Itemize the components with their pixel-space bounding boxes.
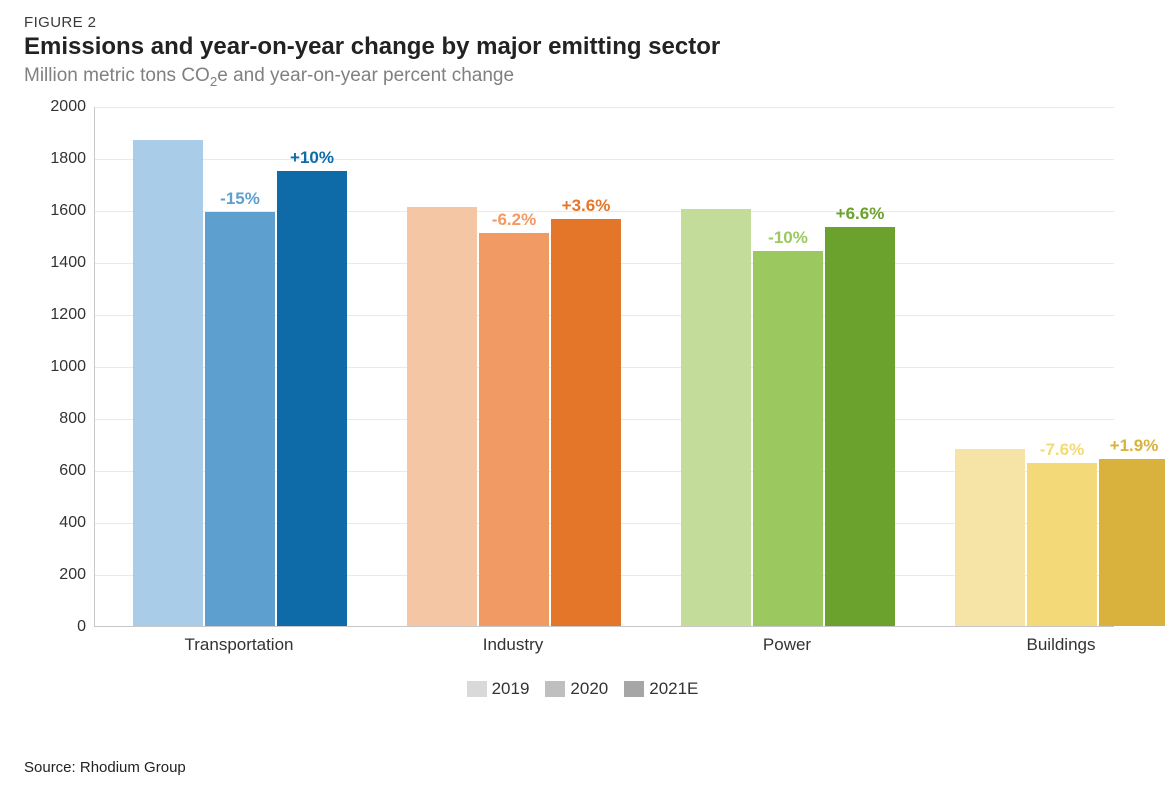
figure-2: FIGURE 2 Emissions and year-on-year chan… [0,0,1165,796]
bar [205,212,275,625]
y-tick-label: 200 [24,566,86,584]
legend-swatch [467,681,487,697]
bar [551,219,621,626]
chart-container: -15%+10%-6.2%+3.6%-10%+6.6%-7.6%+1.9% 02… [24,97,1124,667]
y-tick-label: 1800 [24,150,86,168]
bar [479,233,549,626]
legend-label: 2019 [492,679,530,699]
bar-value-label: +3.6% [562,196,611,216]
figure-label: FIGURE 2 [24,14,1141,31]
bar-value-label: -6.2% [492,210,536,230]
legend-label: 2021E [649,679,698,699]
bar-value-label: +6.6% [836,204,885,224]
bar [681,209,751,626]
x-tick-label: Power [763,635,811,655]
y-tick-label: 1000 [24,358,86,376]
legend-item: 2019 [467,679,530,699]
y-tick-label: 400 [24,514,86,532]
x-tick-label: Buildings [1027,635,1096,655]
figure-subtitle: Million metric tons CO2e and year-on-yea… [24,65,1141,89]
bar-value-label: +10% [290,148,334,168]
x-tick-label: Transportation [185,635,294,655]
bar-value-label: -7.6% [1040,440,1084,460]
x-tick-label: Industry [483,635,543,655]
bar-value-label: -15% [220,189,260,209]
y-tick-label: 1200 [24,306,86,324]
legend-item: 2021E [624,679,698,699]
y-tick-label: 600 [24,462,86,480]
legend-item: 2020 [545,679,608,699]
legend-swatch [624,681,644,697]
bar [1099,459,1165,625]
gridline [95,107,1114,108]
y-tick-label: 2000 [24,98,86,116]
plot-area: -15%+10%-6.2%+3.6%-10%+6.6%-7.6%+1.9% [94,107,1114,627]
y-tick-label: 1400 [24,254,86,272]
bar [277,171,347,626]
y-tick-label: 1600 [24,202,86,220]
bar [407,207,477,626]
figure-title: Emissions and year-on-year change by maj… [24,33,1141,61]
y-tick-label: 0 [24,618,86,636]
gridline [95,159,1114,160]
bar-value-label: -10% [768,228,808,248]
bar [1027,463,1097,626]
bar [955,449,1025,626]
bar [825,227,895,626]
legend-swatch [545,681,565,697]
legend-label: 2020 [570,679,608,699]
y-tick-label: 800 [24,410,86,428]
source-text: Source: Rhodium Group [24,759,186,776]
legend: 2019 2020 2021E [24,679,1141,702]
bar [133,140,203,626]
bar [753,251,823,625]
bar-value-label: +1.9% [1110,436,1159,456]
